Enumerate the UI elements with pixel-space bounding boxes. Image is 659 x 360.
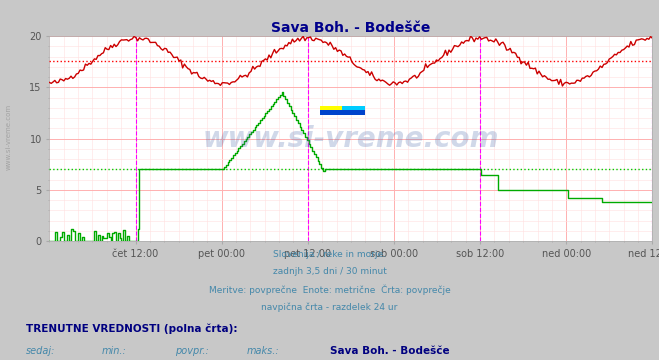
Bar bbox=[342, 106, 364, 111]
Text: Meritve: povprečne  Enote: metrične  Črta: povprečje: Meritve: povprečne Enote: metrične Črta:… bbox=[209, 285, 450, 295]
Text: navpična črta - razdelek 24 ur: navpična črta - razdelek 24 ur bbox=[262, 302, 397, 311]
Text: sedaj:: sedaj: bbox=[26, 346, 56, 356]
Text: Slovenija / reke in morje.: Slovenija / reke in morje. bbox=[273, 250, 386, 259]
Title: Sava Boh. - Bodešče: Sava Boh. - Bodešče bbox=[272, 21, 430, 35]
Text: TRENUTNE VREDNOSTI (polna črta):: TRENUTNE VREDNOSTI (polna črta): bbox=[26, 324, 238, 334]
Text: www.si-vreme.com: www.si-vreme.com bbox=[203, 125, 499, 153]
Text: zadnjh 3,5 dni / 30 minut: zadnjh 3,5 dni / 30 minut bbox=[273, 267, 386, 276]
Bar bbox=[320, 111, 364, 115]
Bar bbox=[320, 106, 342, 111]
Text: povpr.:: povpr.: bbox=[175, 346, 208, 356]
Text: maks.:: maks.: bbox=[247, 346, 280, 356]
Text: www.si-vreme.com: www.si-vreme.com bbox=[5, 104, 12, 170]
Text: Sava Boh. - Bodešče: Sava Boh. - Bodešče bbox=[330, 346, 449, 356]
Text: min.:: min.: bbox=[102, 346, 127, 356]
